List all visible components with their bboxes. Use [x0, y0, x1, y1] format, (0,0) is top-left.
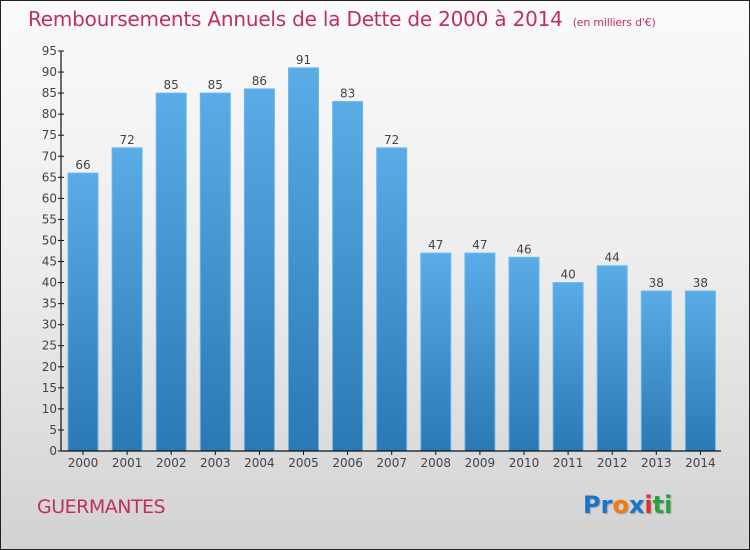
y-tick-label: 35: [42, 297, 57, 311]
data-label: 44: [605, 251, 620, 265]
logo-letter: Pr: [583, 491, 613, 519]
bar-2003[interactable]: [199, 92, 231, 452]
x-tick-label: 2007: [376, 456, 407, 470]
x-tick-label: 2012: [597, 456, 628, 470]
logo-letter: i: [664, 491, 673, 519]
x-tick-label: 2013: [641, 456, 672, 470]
x-tick-label: 2014: [685, 456, 716, 470]
y-tick-label: 65: [42, 170, 57, 184]
y-tick-label: 15: [42, 381, 57, 395]
logo-letter: i: [644, 491, 653, 519]
y-tick-label: 45: [42, 255, 57, 269]
logo-letter: o: [612, 491, 629, 519]
x-tick-label: 2004: [244, 456, 275, 470]
data-label: 66: [75, 158, 90, 172]
bar-2009[interactable]: [464, 252, 496, 452]
y-tick-label: 85: [42, 86, 57, 100]
x-tick-label: 2002: [156, 456, 187, 470]
bar-2000[interactable]: [67, 172, 99, 452]
y-tick-label: 90: [42, 65, 57, 79]
bar-2013[interactable]: [640, 290, 672, 452]
chart-title: Remboursements Annuels de la Dette de 20…: [28, 7, 656, 31]
bar-2010[interactable]: [508, 256, 540, 452]
bar-2006[interactable]: [332, 101, 364, 452]
data-label: 38: [649, 276, 664, 290]
y-tick-label: 0: [49, 444, 57, 458]
y-tick-label: 80: [42, 107, 57, 121]
proxiti-logo[interactable]: Proxiti: [583, 491, 672, 519]
bar-2002[interactable]: [155, 92, 187, 452]
bar-2005[interactable]: [288, 67, 319, 452]
x-tick-label: 2001: [112, 456, 143, 470]
logo-letter: x: [628, 491, 645, 519]
data-label: 85: [208, 78, 223, 92]
data-label: 83: [340, 87, 355, 101]
y-tick-label: 75: [42, 128, 57, 142]
y-tick-label: 55: [42, 212, 57, 226]
data-label: 38: [693, 276, 708, 290]
y-axis: 0 5 10 15 20 25 30 35 40 45 50 55 60 65 70 75 80 85 90 95: [42, 44, 64, 458]
y-tick-label: 25: [42, 339, 57, 353]
x-tick-label: 2000: [68, 456, 99, 470]
y-tick-label: 50: [42, 233, 57, 247]
data-label: 86: [252, 74, 267, 88]
y-tick-label: 5: [49, 423, 57, 437]
y-tick-label: 20: [42, 360, 57, 374]
y-tick-label: 95: [42, 44, 57, 58]
chart-subtitle: (en milliers d'€): [572, 16, 656, 29]
bar-2008[interactable]: [420, 252, 452, 452]
x-tick-label: 2009: [465, 456, 496, 470]
y-tick-label: 70: [42, 149, 57, 163]
data-label: 46: [516, 242, 531, 256]
commune-name: GUERMANTES: [37, 496, 166, 518]
data-label: 47: [428, 238, 443, 252]
y-tick-label: 10: [42, 402, 57, 416]
x-tick-label: 2005: [288, 456, 319, 470]
data-label: 47: [472, 238, 487, 252]
data-label: 72: [119, 133, 134, 147]
x-tick-label: 2003: [200, 456, 231, 470]
x-tick-label: 2010: [509, 456, 540, 470]
data-label: 72: [384, 133, 399, 147]
bar-2004[interactable]: [243, 88, 275, 452]
x-tick-label: 2011: [553, 456, 584, 470]
logo-letter: t: [652, 491, 665, 519]
x-tick-label: 2006: [332, 456, 363, 470]
y-tick-label: 30: [42, 318, 57, 332]
chart-title-text: Remboursements Annuels de la Dette de 20…: [28, 7, 563, 31]
x-tick-label: 2008: [421, 456, 452, 470]
x-axis: 2000 2001 2002 2003 2004 2005 2006 2007 2008 2009…: [61, 450, 721, 470]
data-label: 40: [560, 268, 575, 282]
bar-2007[interactable]: [376, 147, 408, 452]
y-tick-label: 40: [42, 276, 57, 290]
bars: 66 72 85 85 86 91 83 72 47 47 46 40 44 38 38: [67, 53, 716, 452]
y-tick-label: 60: [42, 191, 57, 205]
bar-2014[interactable]: [684, 290, 716, 452]
data-label: 85: [164, 78, 179, 92]
data-label: 91: [296, 53, 311, 67]
bar-2011[interactable]: [552, 282, 584, 452]
bar-2001[interactable]: [111, 147, 143, 452]
bar-2012[interactable]: [596, 265, 628, 452]
